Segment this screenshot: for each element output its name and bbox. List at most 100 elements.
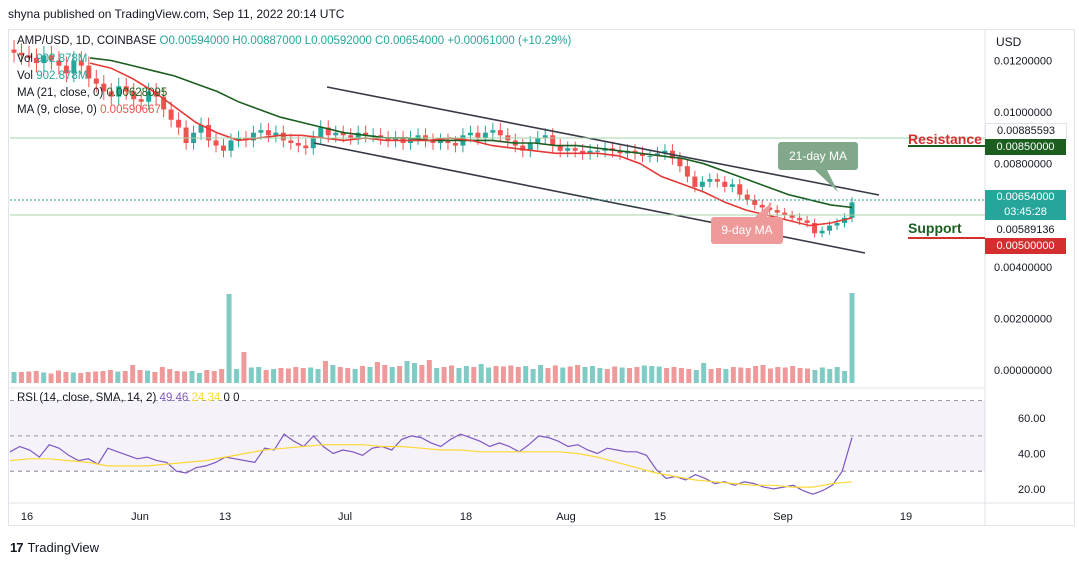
legend-ma9: MA (9, close, 0) 0.00590667	[17, 104, 161, 116]
legend-rsi-zero2: 0	[233, 392, 240, 404]
volume-bar	[753, 366, 759, 383]
volume-bar	[41, 372, 47, 383]
candle-body	[325, 127, 331, 136]
volume-bar	[130, 365, 136, 383]
volume-bar	[508, 365, 514, 383]
volume-bar	[656, 366, 662, 383]
candle-body	[250, 132, 256, 141]
x-tick-label: Jun	[131, 511, 149, 523]
candle-body	[520, 145, 526, 151]
volume-bar	[196, 373, 202, 383]
volume-bar	[701, 363, 707, 383]
candle-body	[834, 222, 840, 226]
candle-body	[565, 148, 571, 151]
volume-bar	[612, 366, 618, 383]
volume-bar	[552, 365, 558, 383]
volume-bar	[226, 294, 232, 383]
volume-bar	[849, 293, 855, 383]
price-tag-last-value: 0.00654000	[996, 191, 1055, 203]
candles	[11, 39, 855, 238]
candle-body	[804, 220, 810, 223]
volume-bar	[271, 369, 277, 383]
candle-body	[707, 179, 713, 182]
volume-bar	[775, 367, 781, 383]
legend-ma21-label: MA (21, close, 0)	[17, 87, 104, 99]
tradingview-logo-icon: 17	[10, 540, 24, 555]
legend-open: O0.00594000	[159, 35, 230, 47]
ma9-callout-pointer	[755, 202, 772, 217]
candle-body	[527, 143, 533, 151]
volume-bar	[411, 363, 417, 383]
x-tick-label: 15	[654, 511, 666, 523]
candle-body	[617, 150, 623, 154]
candle-body	[33, 57, 39, 64]
legend-vol1-value: 902.878M	[36, 53, 88, 65]
volume-bar	[834, 367, 840, 383]
candle-body	[235, 137, 241, 141]
upper-channel-line	[326, 86, 880, 196]
grid	[8, 29, 1075, 525]
volume-bar	[716, 368, 722, 383]
candle-body	[131, 91, 137, 100]
legend-change: +0.00061000 (+10.29%)	[447, 35, 572, 47]
volume-bar	[686, 369, 692, 383]
rsi-band	[10, 400, 985, 472]
chart-frame[interactable]	[8, 29, 1075, 526]
candle-body	[752, 199, 758, 205]
axis-labels: 0.01200000 0.01000000 0.00800000 0.00400000…	[21, 55, 1052, 523]
candle-body	[198, 124, 204, 133]
candle-body	[595, 150, 601, 152]
volume-bar	[530, 369, 536, 383]
volume-bar	[397, 366, 403, 383]
legend-rsi-sma: 24.34	[191, 392, 221, 404]
candle-body	[774, 210, 780, 213]
candle-body	[535, 137, 541, 144]
candle-body	[108, 91, 114, 97]
candle-body	[273, 132, 279, 136]
volume-bar	[122, 371, 128, 383]
volume-bar	[738, 367, 744, 383]
candle-body	[587, 150, 593, 154]
ma9-callout: 9-day MA	[711, 217, 783, 244]
candle-body	[759, 204, 765, 208]
volume-bar	[293, 367, 299, 383]
candle-body	[161, 96, 167, 110]
price-tag-ma9: 0.00589136	[985, 222, 1066, 238]
volume-bar	[285, 368, 291, 383]
price-tick-label: 0.00800000	[994, 159, 1052, 171]
candle-body	[206, 124, 212, 141]
volume-bar	[760, 365, 766, 383]
volume-bar	[678, 368, 684, 383]
volume-bar	[78, 373, 84, 383]
candle-body	[168, 109, 174, 120]
volume-bar	[456, 368, 462, 383]
candle-body	[812, 222, 818, 234]
volume-bar	[582, 367, 588, 383]
volume-bar	[842, 371, 848, 383]
volume-bar	[70, 372, 76, 383]
volume-bar	[159, 367, 165, 383]
candle-body	[41, 55, 47, 64]
volume-bar	[404, 361, 410, 383]
candle-body	[827, 225, 833, 231]
volume-bar	[189, 371, 195, 383]
candle-body	[176, 119, 182, 128]
candle-body	[684, 166, 690, 177]
currency-label: USD	[996, 35, 1022, 49]
rsi-tick-label: 40.00	[1018, 449, 1046, 461]
candle-body	[363, 132, 369, 136]
volume-bar	[11, 372, 17, 383]
volume-bar	[241, 352, 247, 383]
volume-bar	[18, 372, 24, 383]
candle-body	[78, 60, 84, 66]
candle-body	[221, 145, 226, 151]
candle-body	[48, 55, 54, 61]
volume-bar	[367, 367, 373, 383]
candle-body	[26, 55, 32, 58]
volume-bar	[382, 365, 388, 383]
tradingview-brand[interactable]: 17 TradingView	[10, 540, 99, 555]
volume-bar	[471, 367, 477, 383]
volume-bar	[115, 371, 121, 383]
volume-bar	[664, 368, 670, 383]
